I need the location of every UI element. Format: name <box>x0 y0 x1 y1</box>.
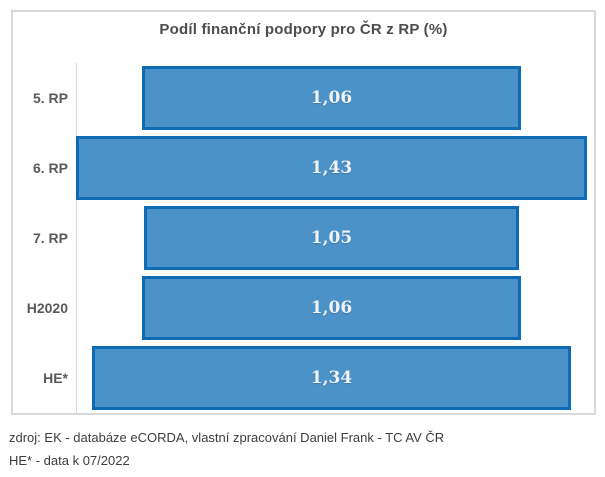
funnel-row: 6. RP 1,43 <box>13 133 594 203</box>
category-label: H2020 <box>26 300 68 316</box>
bar-value-label: 1,43 <box>310 158 353 178</box>
bar-value-label: 1,06 <box>310 88 353 108</box>
funnel-row: 7. RP 1,05 <box>13 203 594 273</box>
plot-area: 5. RP 1,06 6. RP 1,43 7. RP 1,05 H2020 1,06 HE* 1… <box>13 63 594 413</box>
funnel-row: 5. RP 1,06 <box>13 63 594 133</box>
category-label: 6. RP <box>32 160 68 176</box>
category-axis-line <box>76 63 77 413</box>
bar-value-label: 1,34 <box>310 368 353 388</box>
funnel-row: HE* 1,34 <box>13 343 594 413</box>
funnel-row: H2020 1,06 <box>13 273 594 343</box>
bar-value-label: 1,06 <box>310 298 353 318</box>
category-label: 7. RP <box>32 230 68 246</box>
note-text: HE* - data k 07/2022 <box>9 453 130 468</box>
funnel-bar: 1,34 <box>92 346 571 410</box>
chart-container: Podíl finanční podpory pro ČR z RP (%) 5… <box>11 10 596 415</box>
funnel-bar: 1,06 <box>142 276 521 340</box>
category-label: 5. RP <box>32 90 68 106</box>
funnel-bar: 1,06 <box>142 66 521 130</box>
bar-value-label: 1,05 <box>310 228 353 248</box>
funnel-bar: 1,05 <box>144 206 519 270</box>
funnel-bar: 1,43 <box>76 136 587 200</box>
source-text: zdroj: EK - databáze eCORDA, vlastní zpr… <box>9 430 445 445</box>
category-label: HE* <box>43 370 68 386</box>
chart-title: Podíl finanční podpory pro ČR z RP (%) <box>159 21 448 38</box>
